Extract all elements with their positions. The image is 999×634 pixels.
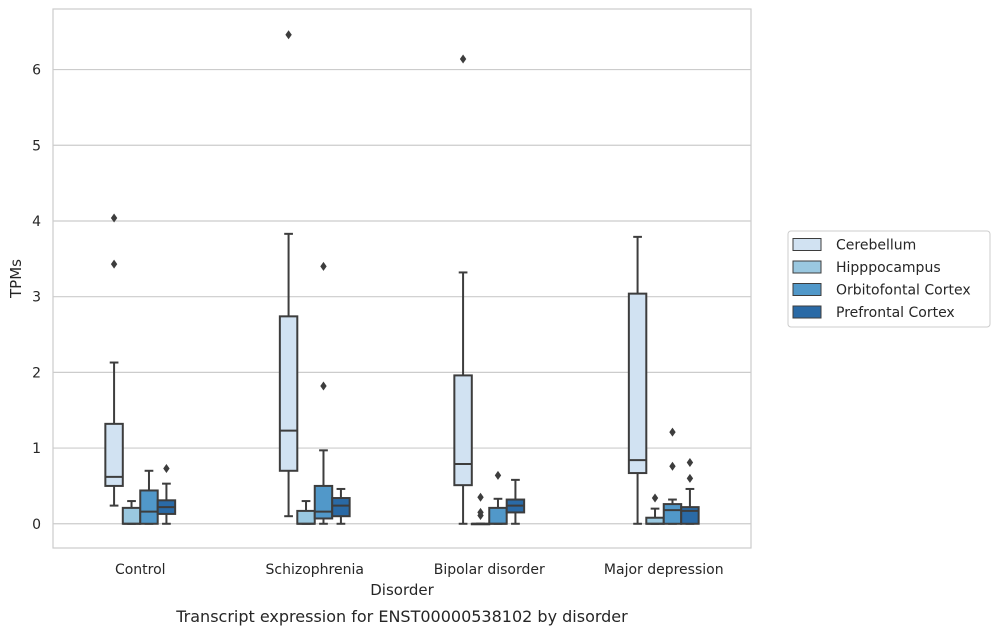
x-tick-label: Schizophrenia: [266, 562, 364, 578]
x-tick-label: Control: [115, 562, 166, 578]
legend-swatch: [792, 260, 822, 274]
x-tick-label: Bipolar disorder: [434, 562, 545, 578]
y-tick-label: 0: [32, 517, 41, 533]
legend: Cerebellum Hipppocampus Orbitofontal Corte…: [787, 230, 991, 328]
box-prefrontal-cortex: [680, 457, 700, 525]
outlier-point: [459, 54, 467, 64]
box-prefrontal-cortex: [156, 464, 177, 525]
y-tick-label: 3: [32, 290, 41, 306]
box-iqr: [139, 489, 159, 525]
outlier-point: [320, 261, 327, 271]
box-hipppocampus: [470, 492, 491, 526]
outlier-point: [320, 381, 327, 391]
grid-lines: [53, 68, 751, 525]
legend-label: Prefrontal Cortex: [836, 305, 955, 321]
box-cerebellum: [278, 30, 299, 518]
box-prefrontal-cortex: [505, 478, 526, 525]
outlier-point: [686, 457, 694, 467]
y-tick-label: 1: [32, 441, 41, 457]
box-iqr: [488, 506, 508, 525]
legend-label: Hipppocampus: [836, 260, 941, 276]
box-prefrontal-cortex: [331, 487, 351, 525]
y-tick-labels: 0 1 2 3 4 5 6: [32, 63, 41, 533]
legend-swatch: [792, 305, 822, 319]
box-iqr: [104, 422, 124, 487]
box-hipppocampus: [296, 500, 316, 525]
box-hipppocampus: [645, 493, 665, 525]
y-axis-label: TPMs: [7, 259, 25, 299]
box-orbitofontal-cortex: [313, 261, 334, 525]
box-orbitofontal-cortex: [662, 427, 683, 525]
chart-title: Transcript expression for ENST0000053810…: [175, 607, 628, 626]
x-tick-labels: Control Schizophrenia Bipolar disorder Majo…: [115, 562, 724, 578]
legend-swatch: [792, 238, 822, 251]
x-tick-label: Major depression: [604, 562, 724, 578]
y-tick-label: 6: [32, 63, 41, 79]
legend-label: Cerebellum: [836, 238, 916, 254]
box-orbitofontal-cortex: [488, 470, 508, 525]
plot-frame: [52, 8, 752, 549]
box-iqr: [680, 506, 700, 525]
box-iqr: [453, 374, 473, 487]
y-tick-label: 2: [32, 365, 41, 381]
box-cerebellum: [627, 235, 648, 525]
x-axis-label: Disorder: [370, 581, 434, 599]
box-orbitofontal-cortex: [139, 469, 159, 525]
box-iqr: [121, 506, 142, 525]
box-iqr: [627, 292, 648, 475]
outlier-point: [651, 493, 659, 503]
box-plot-boxes: [104, 30, 700, 526]
legend-frame: [787, 230, 991, 328]
outlier-point: [110, 213, 118, 223]
outlier-point: [163, 464, 170, 474]
legend-label: Orbitofontal Cortex: [836, 283, 971, 299]
outlier-point: [494, 470, 502, 480]
outlier-point: [477, 492, 484, 502]
outlier-point: [477, 507, 484, 517]
legend-swatch: [792, 283, 822, 296]
box-iqr: [313, 484, 334, 520]
box-hipppocampus: [121, 500, 142, 525]
y-tick-label: 4: [32, 214, 41, 230]
outlier-point: [669, 461, 676, 471]
box-iqr: [331, 497, 351, 518]
y-tick-label: 5: [32, 138, 41, 154]
box-iqr: [296, 509, 316, 525]
outlier-point: [285, 30, 292, 40]
box-cerebellum: [453, 54, 473, 525]
box-iqr: [278, 315, 299, 472]
outlier-point: [110, 259, 118, 269]
outlier-point: [669, 427, 676, 437]
box-iqr: [662, 503, 683, 525]
outlier-point: [686, 473, 694, 483]
box-cerebellum: [104, 213, 124, 507]
